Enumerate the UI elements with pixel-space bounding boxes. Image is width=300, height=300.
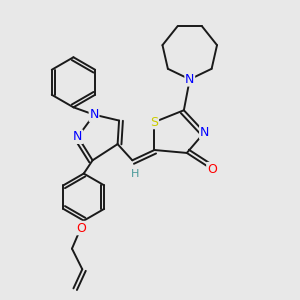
- Text: N: N: [200, 126, 209, 139]
- Text: N: N: [73, 130, 83, 143]
- Text: O: O: [207, 163, 217, 176]
- Text: N: N: [185, 73, 194, 86]
- Text: S: S: [150, 116, 158, 128]
- Text: O: O: [76, 221, 86, 235]
- Text: N: N: [89, 108, 99, 121]
- Text: H: H: [131, 169, 140, 178]
